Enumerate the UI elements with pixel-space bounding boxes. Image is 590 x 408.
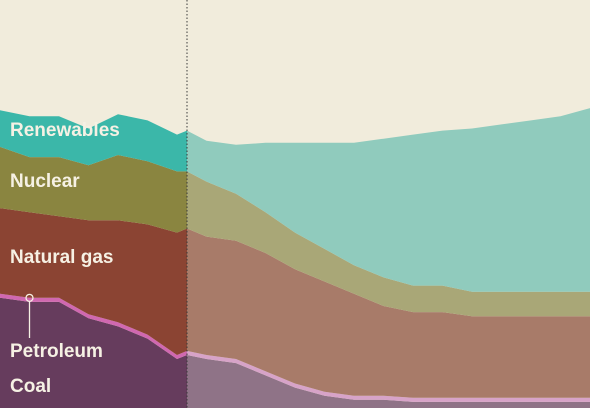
- area-petroleum-historical: [0, 293, 188, 359]
- series-label-nuclear: Nuclear: [10, 171, 80, 192]
- series-label-natural-gas: Natural gas: [10, 247, 113, 268]
- area-coal-projected: [187, 355, 590, 408]
- area-nuclear-historical: [0, 146, 188, 233]
- area-renewables-historical: [0, 110, 188, 172]
- area-renewables-projected: [187, 108, 590, 292]
- area-nuclear-projected: [187, 171, 590, 317]
- area-natural-gas-historical: [0, 208, 188, 355]
- series-label-renewables: Renewables: [10, 120, 120, 141]
- series-label-petroleum: Petroleum: [10, 341, 103, 362]
- stacked-areas: [0, 108, 590, 408]
- petroleum-callout-marker: [25, 293, 34, 302]
- series-label-coal: Coal: [10, 376, 51, 397]
- petroleum-callout: [25, 293, 34, 338]
- area-coal-historical: [0, 297, 188, 408]
- area-natural-gas-projected: [187, 228, 590, 398]
